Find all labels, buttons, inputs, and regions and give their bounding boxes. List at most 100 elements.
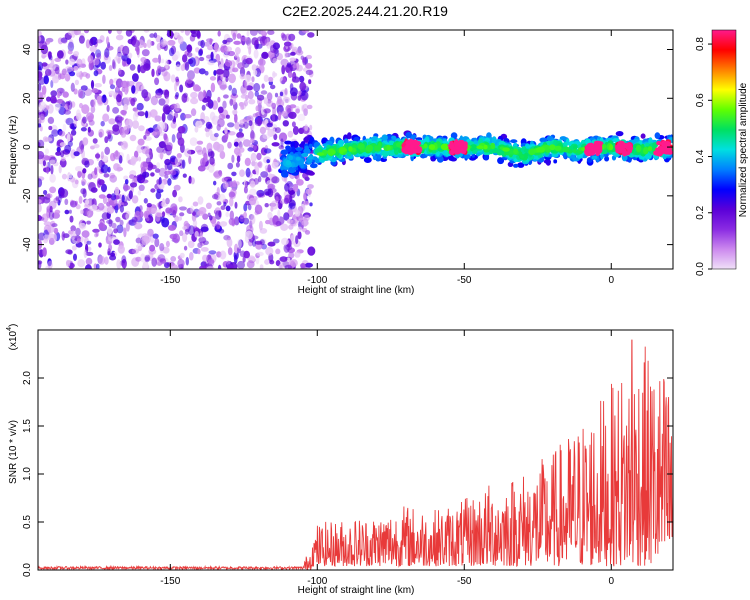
heatmap-cell	[285, 104, 292, 114]
heatmap-cell	[251, 238, 257, 247]
heatmap-cell	[478, 138, 483, 145]
heatmap-cell	[73, 88, 78, 95]
heatmap-cell	[227, 122, 235, 128]
heatmap-cell	[38, 214, 43, 222]
heatmap-cell	[249, 188, 257, 196]
heatmap-cell	[229, 197, 234, 207]
heatmap-cell	[643, 146, 649, 155]
heatmap-cell	[308, 143, 313, 149]
heatmap-cell	[147, 163, 154, 168]
heatmap-cell	[108, 200, 114, 206]
heatmap-cell	[61, 68, 67, 76]
heatmap-cell	[154, 212, 161, 222]
heatmap-cell	[200, 112, 206, 122]
heatmap-cell	[38, 178, 43, 188]
heatmap-cell	[218, 113, 226, 120]
snr-multiplier: (x104)	[6, 324, 19, 351]
heatmap-cell	[64, 65, 73, 73]
heatmap-cell	[275, 260, 281, 267]
heatmap-cell	[303, 108, 308, 116]
heatmap-cell	[283, 41, 292, 47]
snr-panel: -150 -100 -50 0 0.0 0.5 1.0 1.5 2.0 Height of s…	[6, 324, 674, 596]
heatmap-cell	[62, 91, 69, 98]
heatmap-cell	[463, 141, 468, 147]
heatmap-cell	[236, 33, 242, 39]
heatmap-cell	[267, 30, 275, 35]
heatmap-cell	[158, 201, 162, 210]
heatmap-cell	[216, 221, 221, 230]
heatmap-cell	[50, 95, 57, 104]
heatmap-cell	[186, 44, 193, 53]
heatmap-cell	[144, 130, 151, 137]
heatmap-cell	[608, 144, 614, 151]
heatmap-cell	[39, 125, 43, 132]
heatmap-cell	[284, 51, 289, 59]
heatmap-cell	[271, 102, 277, 110]
heatmap-cell	[112, 107, 120, 114]
heatmap-cell	[121, 258, 127, 269]
heatmap-cell	[140, 179, 149, 184]
heatmap-cell	[640, 133, 646, 139]
heatmap-cell	[306, 104, 313, 110]
heatmap-cell	[272, 42, 280, 50]
heatmap-cell	[233, 147, 241, 155]
heatmap-cell	[164, 59, 169, 69]
heatmap-cell	[81, 178, 87, 186]
heatmap-cell	[122, 45, 130, 56]
heatmap-cell	[232, 180, 237, 188]
heatmap-cell	[92, 98, 96, 108]
heatmap-cell	[207, 151, 215, 158]
heatmap-cell	[181, 159, 186, 169]
heatmap-cell	[276, 99, 285, 108]
heatmap-cell	[238, 128, 243, 133]
snr-x-tick-label: -150	[160, 576, 180, 587]
heatmap-y-tick-label: -20	[22, 188, 33, 203]
heatmap-cell	[129, 64, 136, 71]
heatmap-cell	[170, 74, 176, 83]
heatmap-cell	[39, 110, 46, 121]
heatmap-cell	[197, 165, 206, 172]
heatmap-cell	[102, 113, 110, 122]
heatmap-cell	[189, 251, 194, 261]
heatmap-cell	[237, 136, 246, 141]
heatmap-cell	[114, 203, 119, 214]
heatmap-cell	[228, 191, 236, 198]
heatmap-cell	[43, 221, 52, 226]
heatmap-cell	[136, 102, 144, 111]
heatmap-cell	[553, 159, 558, 164]
heatmap-cell	[38, 203, 42, 213]
heatmap-cell	[666, 149, 673, 155]
heatmap-cell	[254, 240, 263, 245]
heatmap-cell	[145, 110, 149, 119]
heatmap-cell	[357, 143, 365, 150]
heatmap-cell	[184, 148, 192, 158]
heatmap-cell	[302, 103, 309, 113]
heatmap-cell	[274, 127, 281, 134]
heatmap-cell	[247, 147, 254, 152]
heatmap-cell	[115, 86, 119, 91]
heatmap-cell	[256, 152, 262, 161]
heatmap-cell	[218, 171, 223, 177]
snr-y-tick-label: 1.5	[22, 419, 33, 433]
heatmap-cell	[47, 260, 53, 269]
colorbar-ticks: 0.0 0.2 0.4 0.6 0.8	[695, 37, 712, 276]
heatmap-cell	[46, 193, 53, 199]
heatmap-cell	[143, 210, 149, 219]
heatmap-cell	[244, 80, 248, 90]
heatmap-cell	[89, 38, 94, 47]
heatmap-cell	[282, 96, 291, 104]
heatmap-cell	[136, 46, 140, 56]
heatmap-cell	[271, 128, 276, 136]
heatmap-cell	[82, 116, 87, 124]
heatmap-cell	[89, 204, 98, 212]
heatmap-cell	[138, 205, 143, 212]
heatmap-cell	[298, 75, 305, 83]
heatmap-cell	[65, 249, 73, 255]
heatmap-cell	[109, 174, 117, 183]
heatmap-cell	[407, 146, 415, 153]
heatmap-cell	[175, 76, 180, 83]
heatmap-cell	[490, 142, 496, 150]
heatmap-cell	[257, 58, 266, 67]
heatmap-cell	[244, 74, 252, 83]
heatmap-cell	[194, 126, 199, 133]
